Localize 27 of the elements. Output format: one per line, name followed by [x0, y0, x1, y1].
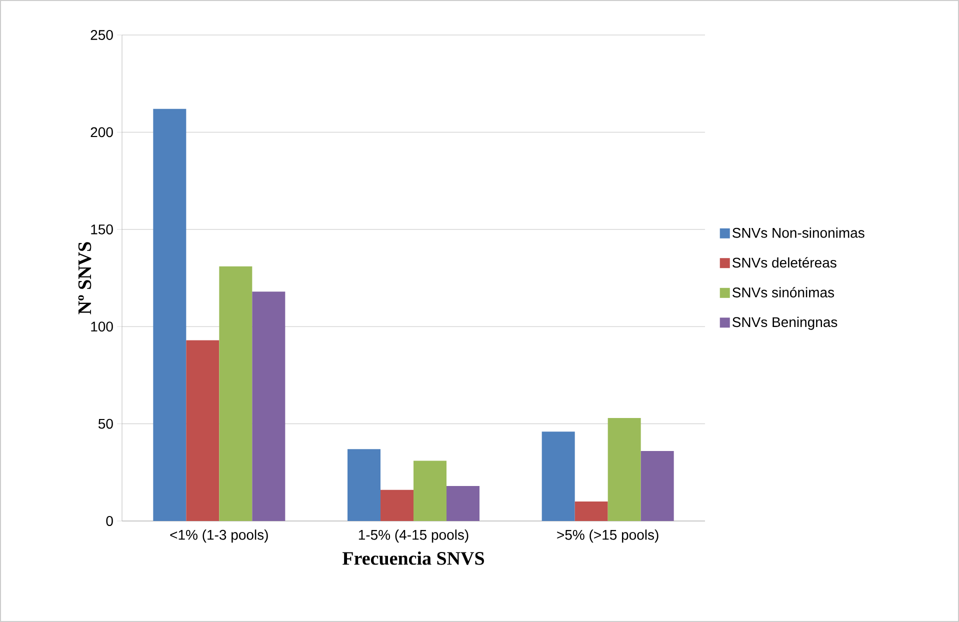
- y-axis-title: Nº SNVS: [78, 242, 92, 314]
- bar: [446, 486, 480, 521]
- bar: [252, 292, 286, 521]
- y-tick-label: 150: [91, 224, 113, 234]
- bar: [640, 451, 674, 521]
- bar: [219, 266, 252, 521]
- legend-label: SNVs Beningnas: [732, 316, 838, 330]
- y-tick-label: 250: [90, 30, 113, 40]
- bar: [542, 432, 575, 521]
- bar: [608, 418, 641, 521]
- bar: [380, 490, 414, 521]
- y-tick-label: 100: [91, 322, 113, 332]
- x-axis-title: Frecuencia SNVS: [342, 551, 484, 565]
- bar: [414, 460, 447, 521]
- x-tick-label: >5% (>15 pools): [557, 530, 658, 543]
- bar: [153, 108, 186, 521]
- y-tick-label: 50: [98, 418, 113, 429]
- x-tick-label: 1-5% (4-15 pools): [358, 530, 468, 543]
- legend-label: SNVs deletéreas: [732, 257, 836, 268]
- legend-label: SNVs sinónimas: [732, 286, 834, 298]
- bar: [186, 340, 220, 521]
- y-tick-label: 0: [106, 516, 113, 526]
- x-tick-label: <1% (1-3 pools): [170, 530, 268, 543]
- bar: [574, 502, 608, 521]
- legend-label: SNVs Non-sinonimas: [732, 228, 864, 238]
- bar: [348, 449, 381, 521]
- y-tick-label: 200: [90, 127, 113, 138]
